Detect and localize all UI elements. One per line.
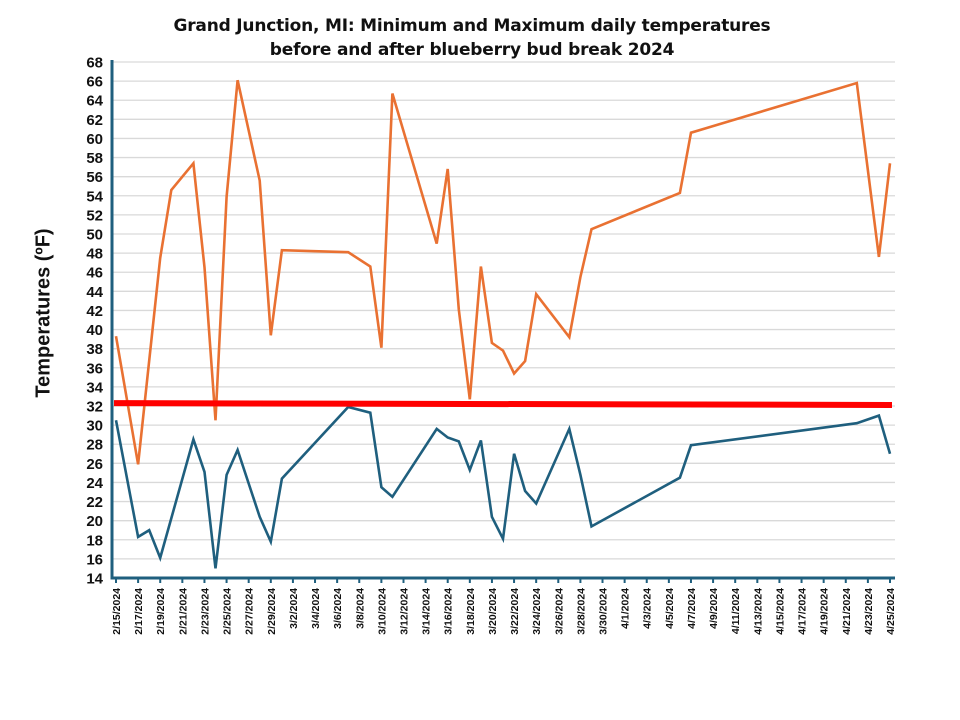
x-tick-label: 2/27/2024 — [244, 588, 256, 635]
y-tick-label: 24 — [86, 475, 103, 492]
x-tick-label: 3/30/2024 — [598, 588, 610, 635]
x-tick-label: 2/21/2024 — [177, 588, 189, 635]
freezing-threshold-line — [113, 400, 893, 408]
y-tick-label: 68 — [86, 55, 103, 72]
y-tick-label: 60 — [86, 131, 103, 148]
x-tick-label: 4/21/2024 — [841, 588, 853, 635]
y-tick-label: 14 — [86, 571, 103, 588]
y-tick-label: 66 — [86, 74, 103, 91]
y-tick-label: 54 — [86, 188, 103, 205]
x-tick-label: 3/14/2024 — [421, 588, 433, 635]
x-tick-label: 3/20/2024 — [487, 588, 499, 635]
data-series — [113, 79, 893, 569]
y-tick-label: 16 — [86, 551, 103, 568]
y-tick-label: 22 — [86, 494, 103, 511]
y-tick-label: 58 — [86, 150, 103, 167]
x-tick-label: 4/23/2024 — [863, 588, 875, 635]
gridlines — [112, 61, 895, 560]
y-tick-label: 32 — [86, 399, 103, 416]
y-tick-label: 62 — [86, 112, 103, 129]
x-tick-label: 3/22/2024 — [509, 588, 521, 635]
x-axis-ticks: 2/15/2024 2/17/2024 2/19/2024 2/21/2024 2/23… — [111, 578, 897, 635]
x-tick-label: 4/3/2024 — [642, 588, 654, 629]
y-tick-label: 18 — [86, 532, 103, 549]
y-tick-label: 34 — [86, 379, 103, 396]
x-tick-label: 2/15/2024 — [111, 588, 123, 635]
x-tick-label: 4/7/2024 — [686, 588, 698, 629]
y-tick-label: 20 — [86, 513, 103, 530]
x-tick-label: 3/12/2024 — [399, 588, 411, 635]
x-tick-label: 3/10/2024 — [376, 588, 388, 635]
y-tick-label: 30 — [86, 418, 103, 435]
y-tick-label: 56 — [86, 169, 103, 186]
x-tick-label: 2/17/2024 — [133, 588, 145, 635]
x-tick-label: 4/19/2024 — [819, 588, 831, 635]
x-tick-label: 4/15/2024 — [774, 588, 786, 635]
y-tick-label: 36 — [86, 360, 103, 377]
y-tick-label: 50 — [86, 227, 103, 244]
x-tick-label: 3/16/2024 — [443, 588, 455, 635]
y-tick-label: 52 — [86, 207, 103, 224]
y-tick-label: 46 — [86, 265, 103, 282]
x-tick-label: 4/5/2024 — [664, 588, 676, 629]
chart-title-line-1: Grand Junction, MI: Minimum and Maximum … — [173, 16, 771, 36]
minimum-temperature-line — [114, 405, 892, 569]
y-axis-ticks: 14 16 18 20 22 24 26 28 30 32 34 36 38 40 42 44 46 48 50 52… — [86, 55, 103, 588]
x-tick-label: 2/23/2024 — [200, 588, 212, 635]
x-tick-label: 2/19/2024 — [155, 588, 167, 635]
x-tick-label: 3/6/2024 — [332, 588, 344, 629]
x-tick-label: 4/9/2024 — [708, 588, 720, 629]
axes — [110, 60, 895, 580]
x-tick-label: 4/17/2024 — [797, 588, 809, 635]
x-tick-label: 2/25/2024 — [222, 588, 234, 635]
y-tick-label: 48 — [86, 246, 103, 263]
y-tick-label: 44 — [86, 284, 103, 301]
y-tick-label: 38 — [86, 341, 103, 358]
x-tick-label: 3/28/2024 — [575, 588, 587, 635]
y-tick-label: 42 — [86, 303, 103, 320]
x-tick-label: 4/25/2024 — [885, 588, 897, 635]
x-tick-label: 3/18/2024 — [465, 588, 477, 635]
chart-title: Grand Junction, MI: Minimum and Maximum … — [0, 14, 944, 62]
maximum-temperature-line — [114, 79, 892, 465]
x-tick-label: 3/24/2024 — [531, 588, 543, 635]
x-tick-label: 2/29/2024 — [266, 588, 278, 635]
x-tick-label: 3/8/2024 — [354, 588, 366, 629]
chart-title-line-2: before and after blueberry bud break 202… — [269, 40, 675, 60]
x-tick-label: 3/2/2024 — [288, 588, 300, 629]
x-tick-label: 3/26/2024 — [553, 588, 565, 635]
y-tick-label: 28 — [86, 437, 103, 454]
x-tick-label: 4/1/2024 — [620, 588, 632, 629]
y-tick-label: 40 — [86, 322, 103, 339]
y-tick-label: 26 — [86, 456, 103, 473]
x-tick-label: 4/13/2024 — [752, 588, 764, 635]
y-tick-label: 64 — [86, 93, 103, 110]
x-tick-label: 4/11/2024 — [730, 588, 742, 634]
x-tick-label: 3/4/2024 — [310, 588, 322, 629]
